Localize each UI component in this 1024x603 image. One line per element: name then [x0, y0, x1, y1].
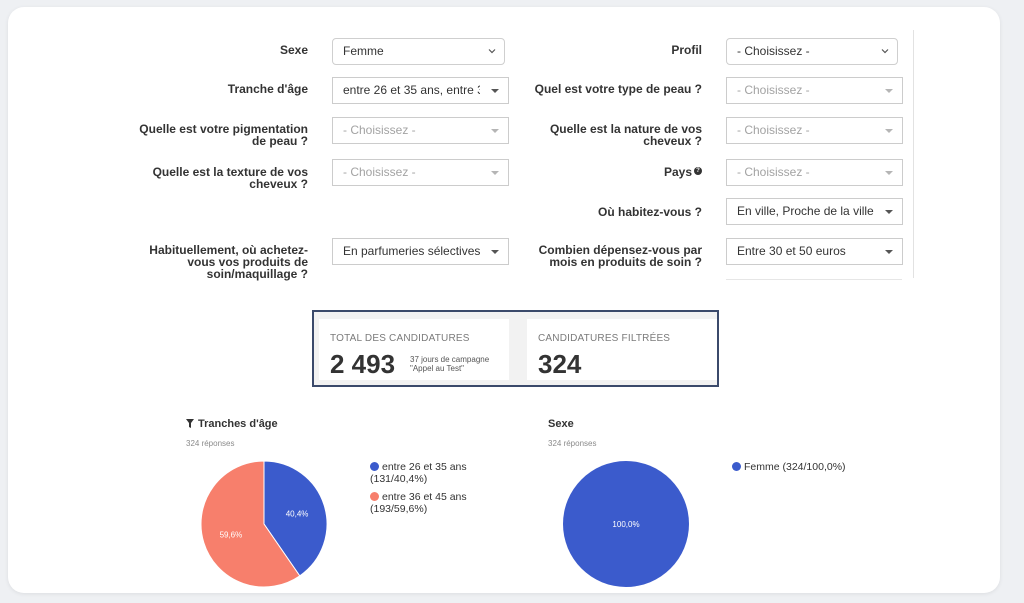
total-candidatures-title: TOTAL DES CANDIDATURES — [330, 333, 470, 344]
caret-down-icon — [885, 89, 893, 93]
caret-down-icon — [885, 210, 893, 214]
chart-age-subtitle: 324 réponses — [186, 439, 235, 448]
filters-divider — [913, 30, 914, 278]
legend-age-26-35[interactable]: entre 26 et 35 ans (131/40,4%) — [370, 461, 467, 485]
help-circle-icon[interactable]: ? — [694, 167, 702, 175]
pays-select[interactable]: - Choisissez - — [726, 159, 903, 186]
total-candidatures-value: 2 493 — [330, 349, 396, 379]
sexe-label: Sexe — [279, 43, 308, 57]
dashboard-card — [8, 7, 1000, 593]
legend-age-36-45[interactable]: entre 36 et 45 ans (193/59,6%) — [370, 491, 467, 515]
pie-slice-label-1: 59,6% — [220, 530, 243, 539]
campaign-note: 37 jours de campagne "Appel au Test" — [410, 355, 490, 373]
profil-select[interactable]: - Choisissez - — [726, 38, 898, 65]
total-candidatures-card: TOTAL DES CANDIDATURES 2 493 37 jours de… — [319, 319, 509, 380]
age-pie-chart: 40,4% 59,6% — [201, 460, 328, 588]
nature-cheveux-select[interactable]: - Choisissez - — [726, 117, 903, 144]
chart-sexe-subtitle: 324 réponses — [548, 439, 597, 448]
legend-dot — [370, 462, 379, 471]
achat-label: Habituellement, où achetez- vous vos pro… — [149, 243, 308, 281]
nature-cheveux-label: Quelle est la nature de vos cheveux ? — [549, 122, 702, 148]
profil-label: Profil — [671, 43, 702, 57]
habitation-label: Où habitez-vous ? — [597, 205, 702, 219]
caret-down-icon — [491, 89, 499, 93]
stats-panel: TOTAL DES CANDIDATURES 2 493 37 jours de… — [312, 310, 719, 387]
pie-slice-label-0: 100,0% — [612, 520, 639, 529]
pie-slice-0[interactable] — [563, 461, 689, 587]
type-peau-label: Quel est votre type de peau ? — [534, 82, 702, 96]
depense-select[interactable]: Entre 30 et 50 euros — [726, 238, 903, 265]
chart-sexe-title: Sexe — [548, 418, 574, 430]
type-peau-select[interactable]: - Choisissez - — [726, 77, 903, 104]
sexe-select[interactable]: Femme — [332, 38, 505, 65]
caret-down-icon — [491, 250, 499, 254]
filter-icon[interactable] — [186, 419, 194, 428]
achat-select[interactable]: En parfumeries sélectives (S — [332, 238, 509, 265]
caret-down-icon — [885, 129, 893, 133]
tranche-age-select[interactable]: entre 26 et 35 ans, entre 36 — [332, 77, 509, 104]
candidatures-filtrees-title: CANDIDATURES FILTRÉES — [538, 333, 671, 344]
chevron-down-icon — [881, 49, 889, 54]
filters-divider-bottom — [726, 279, 902, 280]
pie-slice-0[interactable] — [263, 460, 328, 577]
texture-cheveux-select[interactable]: - Choisissez - — [332, 159, 509, 186]
candidatures-filtrees-value: 324 — [538, 349, 582, 379]
chart-age-title: Tranches d'âge — [186, 418, 278, 430]
sexe-pie-chart: 100,0% — [563, 461, 689, 587]
habitation-select[interactable]: En ville, Proche de la ville — [726, 198, 903, 225]
caret-down-icon — [491, 129, 499, 133]
caret-down-icon — [885, 171, 893, 175]
candidatures-filtrees-card: CANDIDATURES FILTRÉES 324 — [527, 319, 717, 380]
caret-down-icon — [491, 171, 499, 175]
pie-slice-1[interactable] — [201, 460, 301, 588]
legend-dot — [732, 462, 741, 471]
tranche-age-label: Tranche d'âge — [227, 82, 308, 96]
legend-dot — [370, 492, 379, 501]
texture-cheveux-label: Quelle est la texture de vos cheveux ? — [152, 165, 308, 191]
depense-label: Combien dépensez-vous par mois en produi… — [538, 243, 702, 269]
pays-label: Pays? — [600, 166, 702, 178]
legend-femme[interactable]: Femme (324/100,0%) — [732, 461, 846, 473]
pigmentation-label: Quelle est votre pigmentation de peau ? — [139, 122, 308, 148]
chevron-down-icon — [488, 49, 496, 54]
pie-slice-label-0: 40,4% — [286, 510, 309, 519]
caret-down-icon — [885, 250, 893, 254]
pigmentation-select[interactable]: - Choisissez - — [332, 117, 509, 144]
